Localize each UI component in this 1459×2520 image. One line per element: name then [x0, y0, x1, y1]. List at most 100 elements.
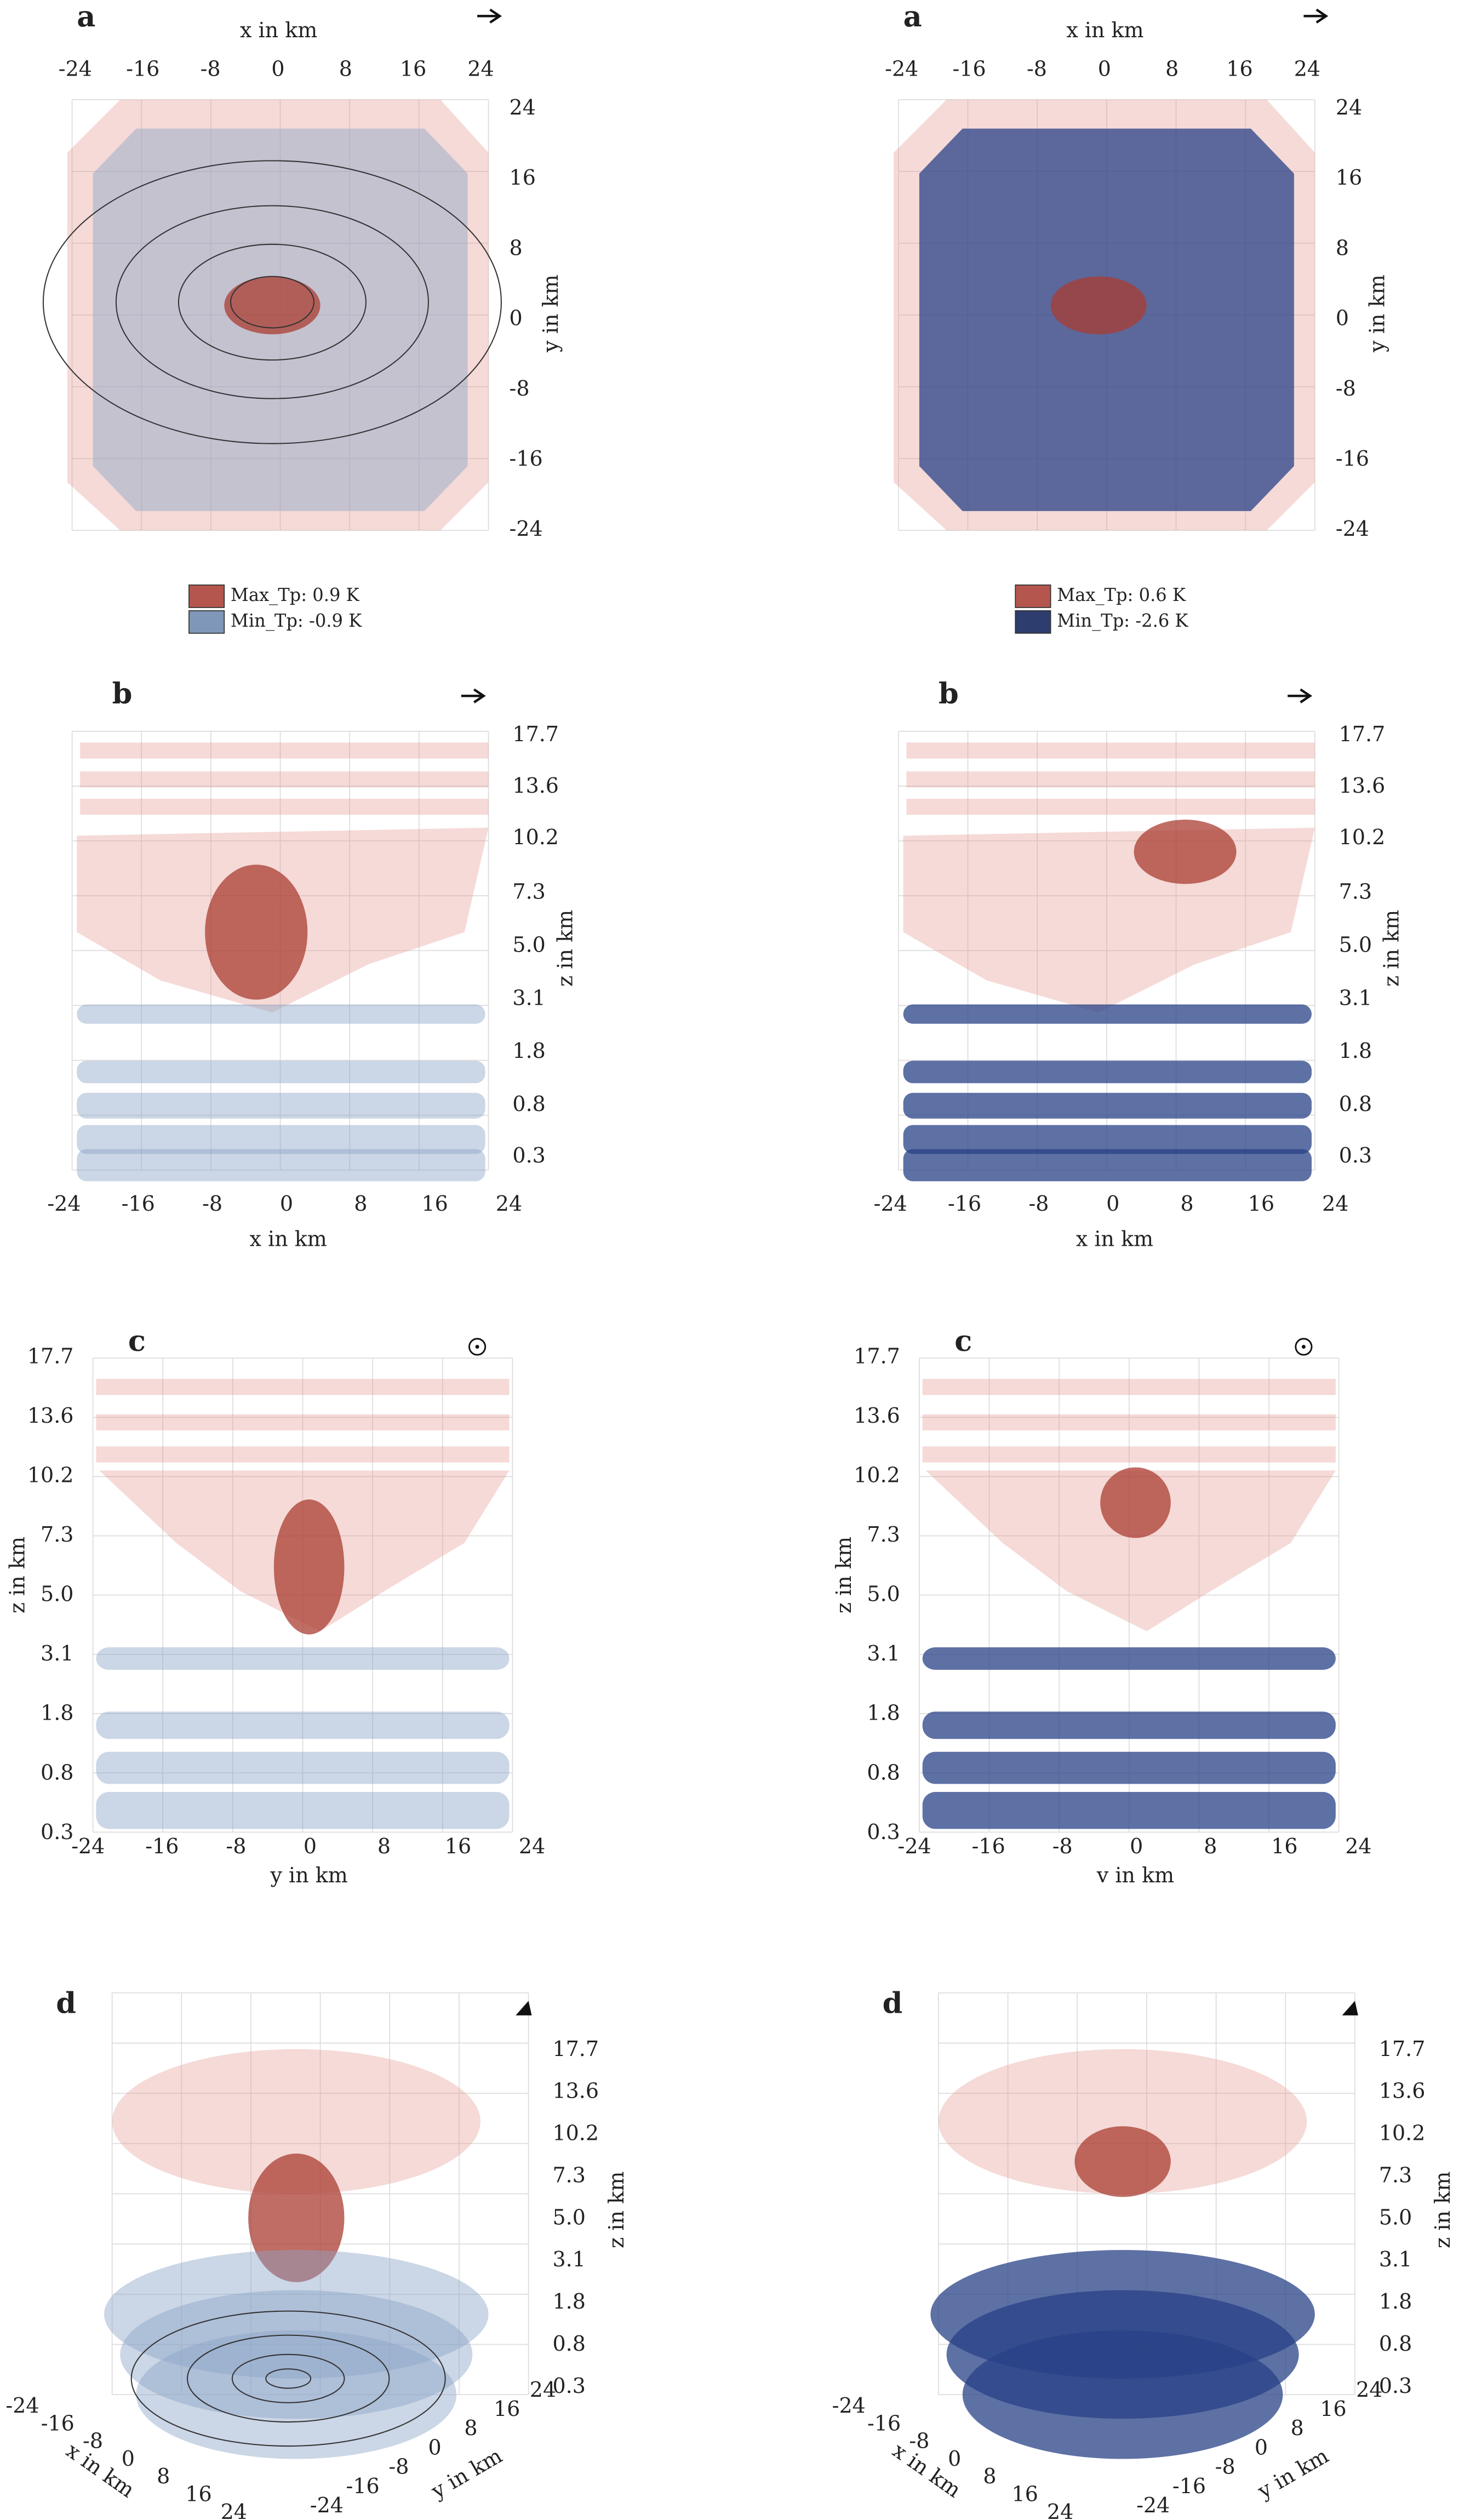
tick-label: 8 — [1204, 1834, 1217, 1858]
tick-label: 8 — [1291, 2416, 1304, 2440]
tick-label: 10.2 — [552, 2121, 599, 2145]
isosurface — [922, 1751, 1336, 1784]
tick-label: -16 — [126, 57, 159, 81]
panel-label: a — [903, 1, 922, 34]
panel-label: b — [112, 677, 133, 711]
tick-label: 0 — [280, 1192, 293, 1216]
panel-label: a — [77, 1, 95, 34]
tick-label: 3.1 — [867, 1641, 900, 1665]
isosurface — [273, 1499, 345, 1635]
legend-swatch — [1015, 610, 1051, 634]
tick-label: 0.3 — [41, 1820, 73, 1844]
tick-label: -8 — [202, 1192, 222, 1216]
tick-label: -24 — [885, 57, 918, 81]
axis-title: x in km — [1076, 1227, 1153, 1251]
tick-label: 0 — [948, 2447, 961, 2471]
tick-label: 10.2 — [27, 1463, 74, 1487]
legend-swatch — [188, 584, 225, 608]
isosurface — [136, 2330, 457, 2459]
axis-title: x in km — [250, 1227, 327, 1251]
axis-title: x in km — [1066, 18, 1143, 42]
tick-label: -24 — [898, 1834, 931, 1858]
isosurface — [96, 1379, 510, 1395]
isosurface — [96, 1792, 510, 1829]
symbol — [468, 1338, 487, 1356]
tick-label: 10.2 — [512, 825, 559, 849]
arrow — [477, 8, 502, 24]
tick-label: 13.6 — [1339, 774, 1386, 798]
tick-label: 16 — [1012, 2482, 1038, 2506]
tick-label: 24 — [519, 1834, 545, 1858]
contour — [265, 2368, 312, 2389]
tick-label: 16 — [445, 1834, 471, 1858]
tick-label: 24 — [221, 2500, 247, 2520]
tick-label: 13.6 — [512, 774, 559, 798]
tick-label: 1.8 — [512, 1039, 545, 1063]
panel-label: d — [883, 1987, 903, 2020]
isosurface — [922, 1711, 1336, 1739]
symbol — [1301, 1344, 1306, 1349]
tick-label: 3.1 — [512, 986, 545, 1010]
panel: c z in km 17.7 13.6 10.2 7.3 5.0 3.1 1.8 0.8 0.3 v … — [832, 1325, 1372, 1887]
tick-label: 16 — [494, 2397, 520, 2421]
tick-label: 16 — [1336, 165, 1362, 190]
panel-label: c — [128, 1325, 146, 1358]
isosurface — [1050, 276, 1147, 335]
isosurface — [906, 742, 1315, 759]
tick-label: 8 — [1336, 236, 1349, 260]
isosurface — [96, 1647, 510, 1670]
tick-label: 13.6 — [1379, 2079, 1426, 2103]
tick-label: 0.3 — [552, 2374, 585, 2398]
isosurface — [80, 771, 489, 788]
tick-label: -16 — [867, 2411, 901, 2435]
panel: b z in km 17.7 13.6 10.2 7.3 5.0 3.1 1.8 0.8 0.3 x … — [47, 677, 577, 1251]
tick-label: 0 — [1130, 1834, 1143, 1858]
tick-label: 16 — [1226, 57, 1252, 81]
isosurface — [903, 827, 1315, 1013]
isosurface — [248, 2154, 345, 2282]
tick-label: 7.3 — [552, 2163, 585, 2187]
panel: c z in km 17.7 13.6 10.2 7.3 5.0 3.1 1.8 0.8 0.3 y … — [5, 1325, 546, 1887]
tick-label: 0 — [1098, 57, 1111, 81]
axis-title: y in km — [270, 1863, 348, 1887]
legend-label: Min_Tp: -0.9 K — [231, 610, 362, 631]
tick-label: -8 — [201, 57, 221, 81]
tick-label: 1.8 — [867, 1701, 900, 1725]
tick-label: -24 — [1336, 517, 1369, 541]
tick-label: -16 — [948, 1192, 981, 1216]
tick-label: 8 — [510, 236, 523, 260]
tick-label: 24 — [1356, 2378, 1382, 2402]
isosurface — [112, 2049, 480, 2194]
axis-title: z in km — [553, 910, 577, 987]
tick-label: 0 — [510, 306, 523, 330]
tick-label: -16 — [1336, 446, 1369, 471]
tick-label: -24 — [510, 517, 543, 541]
tick-label: 10.2 — [1379, 2121, 1426, 2145]
tick-label: 3.1 — [41, 1641, 73, 1665]
panel-label: c — [954, 1325, 972, 1358]
arrow — [1303, 8, 1329, 24]
isosurface — [1074, 2126, 1171, 2197]
isosurface — [1134, 820, 1237, 884]
isosurface — [903, 1125, 1312, 1154]
tick-label: 0 — [428, 2435, 442, 2459]
tick-label: 5.0 — [512, 932, 545, 957]
contour — [42, 160, 502, 444]
legend-label: Max_Tp: 0.6 K — [1057, 585, 1186, 605]
tick-label: 8 — [983, 2464, 996, 2488]
contour — [230, 276, 314, 329]
arrow — [516, 2001, 532, 2015]
tick-label: -24 — [832, 2393, 866, 2418]
tick-label: -16 — [145, 1834, 179, 1858]
tick-label: 17.7 — [552, 2037, 599, 2061]
tick-label: 7.3 — [867, 1522, 900, 1547]
tick-label: 0 — [1255, 2435, 1268, 2459]
tick-label: -8 — [1052, 1834, 1073, 1858]
isosurface — [922, 1647, 1336, 1670]
symbol — [1295, 1338, 1313, 1356]
tick-label: 0 — [271, 57, 284, 81]
tick-label: 13.6 — [27, 1404, 74, 1428]
tick-label: 1.8 — [41, 1701, 73, 1725]
tick-label: 17.7 — [512, 722, 559, 746]
